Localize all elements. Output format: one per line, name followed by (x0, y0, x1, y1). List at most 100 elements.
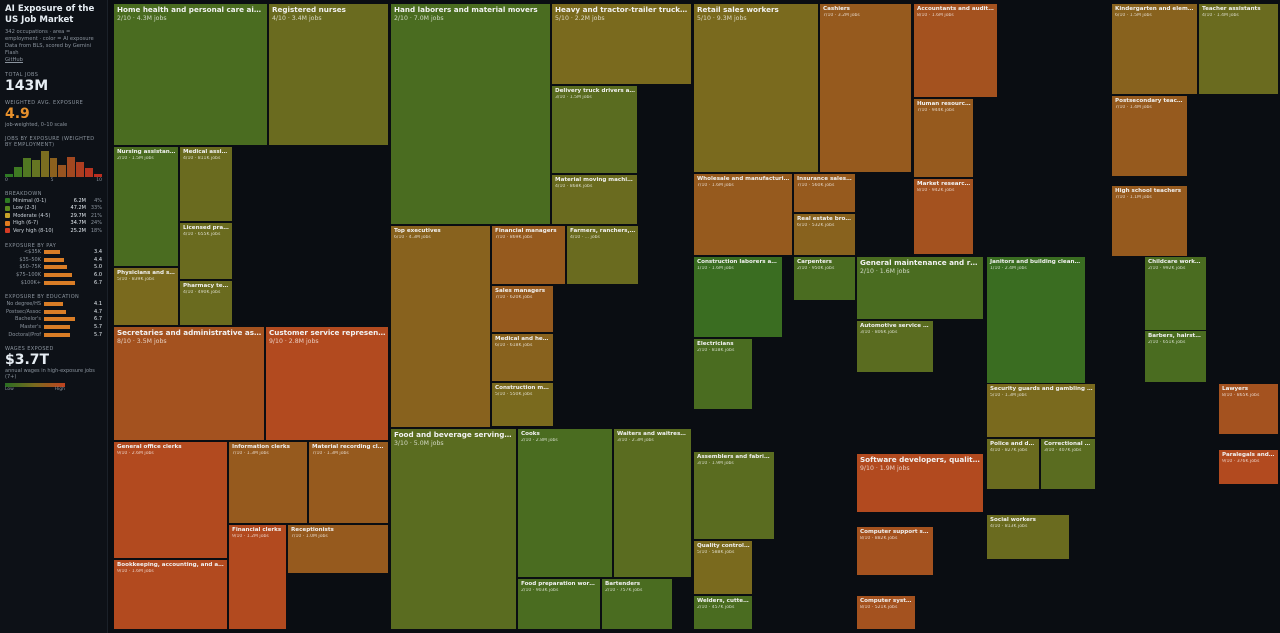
pay-row: $50–75K 5.0 (5, 264, 102, 272)
treemap-cell-meta: 4/10 · 813K jobs (990, 523, 1028, 529)
pay-bar-track (44, 250, 90, 255)
treemap-cell[interactable]: Janitors and building cleaners 1/10 · 2.4… (986, 256, 1086, 391)
treemap-cell[interactable]: Pharmacy technicians4/10 · 490K jobs (179, 280, 233, 326)
pay-bar-track (44, 280, 90, 285)
treemap-cell[interactable]: Kindergarten and elementary school teach… (1111, 3, 1198, 95)
treemap-cell[interactable]: Hand laborers and material movers 2/10 · … (390, 3, 551, 225)
breakdown-swatch (5, 228, 10, 234)
treemap-cell-meta: 7/10 · 620K jobs (495, 294, 533, 300)
treemap-cell[interactable]: High school teachers 7/10 · 1.1M jobs (1111, 185, 1188, 257)
breakdown-pct: 33% (90, 205, 102, 212)
treemap-cell[interactable]: Sales managers 7/10 · 620K jobs (491, 285, 554, 333)
treemap-cell-meta: 7/10 · 1.1M jobs (1115, 194, 1152, 200)
treemap-cell[interactable]: Delivery truck drivers and driver/sales … (551, 85, 638, 174)
treemap-cell[interactable]: Material moving machine operators4/10 · … (551, 174, 638, 225)
treemap-cell[interactable]: Real estate brokers and sales agents6/10… (793, 213, 856, 256)
treemap-cell[interactable]: Computer support specialists8/10 · 882K … (856, 526, 934, 576)
treemap-cell[interactable]: Construction managers5/10 · 550K jobs (491, 382, 554, 427)
treemap-cell-name: Information clerks (232, 444, 290, 450)
treemap-cell-name: Human resources specialists (917, 101, 973, 107)
treemap-cell[interactable]: Quality control inspectors5/10 · 588K jo… (693, 540, 753, 595)
treemap-cell[interactable]: Retail sales workers 5/10 · 9.3M jobs (693, 3, 819, 173)
total-jobs-value: 143M (5, 78, 49, 94)
treemap-cell[interactable]: Secretaries and administrative assistant… (113, 326, 265, 441)
treemap-cell[interactable]: Medical and health services managers6/10… (491, 333, 554, 382)
edu-value: 4.1 (94, 301, 102, 308)
treemap-cell[interactable]: Financial managers 7/10 · 869K jobs (491, 225, 566, 285)
treemap-cell[interactable]: Cooks 2/10 · 2.8M jobs (517, 428, 613, 578)
treemap-cell[interactable]: Material recording clerks 7/10 · 1.3M job… (308, 441, 389, 524)
color-legend-labels: Low High (5, 387, 65, 392)
treemap-cell[interactable]: Bartenders 2/10 · 757K jobs (601, 578, 673, 630)
treemap-cell[interactable]: Licensed practical and licensed vocation… (179, 222, 233, 280)
treemap-cell[interactable]: Electricians 2/10 · 818K jobs (693, 338, 753, 410)
treemap-cell-meta: 2/10 · 757K jobs (605, 587, 643, 593)
treemap-cell-meta: 4/10 · 1.4M jobs (1202, 12, 1239, 18)
treemap-cell-meta: 8/10 · 521K jobs (860, 604, 898, 610)
treemap-cell[interactable]: Home health and personal care aides 2/10 … (113, 3, 268, 146)
treemap-cell[interactable]: Customer service representatives9/10 · 2… (265, 326, 389, 441)
treemap-cell[interactable]: Insurance sales agents7/10 · 560K jobs (793, 173, 856, 213)
treemap-cell[interactable]: Automotive service technicians and mecha… (856, 320, 934, 373)
treemap-cell-meta: 2/10 · 903K jobs (521, 587, 559, 593)
treemap-cell-name: Childcare workers (1148, 259, 1205, 265)
treemap-cell[interactable]: Human resources specialists7/10 · 944K j… (913, 98, 974, 178)
pay-row: $35–50K 4.4 (5, 256, 102, 264)
treemap-cell[interactable]: General office clerks 9/10 · 2.6M jobs (113, 441, 228, 559)
treemap-cell[interactable]: Teacher assistants 4/10 · 1.4M jobs (1198, 3, 1279, 95)
breakdown-pct: 21% (90, 212, 102, 219)
treemap-cell[interactable]: Carpenters 2/10 · 950K jobs (793, 256, 856, 301)
edu-label: Master's (19, 324, 41, 331)
treemap-cell[interactable]: Paralegals and legal assistants9/10 · 37… (1218, 449, 1279, 485)
treemap-cell[interactable]: Heavy and tractor-trailer truck drivers5… (551, 3, 692, 85)
treemap-cell[interactable]: Computer systems analysts8/10 · 521K job… (856, 595, 916, 630)
treemap-cell[interactable]: Market research analysts8/10 · 942K jobs (913, 178, 974, 255)
treemap-cell[interactable]: Food and beverage serving and related wo… (390, 428, 517, 630)
treemap-cell[interactable]: Physicians and surgeons5/10 · 839K jobs (113, 267, 179, 326)
treemap-cell[interactable]: Receptionists 7/10 · 1.0M jobs (287, 524, 389, 574)
breakdown-swatch (5, 213, 10, 219)
histogram-bar (76, 161, 85, 177)
treemap-cell-name: Wholesale and manufacturing sales repres… (697, 176, 792, 182)
treemap-cell-name: Registered nurses (272, 5, 346, 14)
pay-value: 3.4 (94, 249, 102, 256)
treemap-cell[interactable]: Construction laborers and helpers1/10 · … (693, 256, 783, 338)
treemap-cell[interactable]: Postsecondary teachers 7/10 · 1.4M jobs (1111, 95, 1188, 177)
treemap-cell-meta: 2/10 · 651K jobs (1148, 339, 1186, 345)
treemap-cell[interactable]: Police and detectives4/10 · 827K jobs (986, 438, 1040, 490)
treemap-cell[interactable]: Lawyers 8/10 · 865K jobs (1218, 383, 1279, 435)
treemap-cell[interactable]: Correctional officers3/10 · 407K jobs (1040, 438, 1096, 490)
treemap-cell[interactable]: Welders, cutters, solderers, and brazers… (693, 595, 753, 630)
treemap-cell-name: Hand laborers and material movers (394, 5, 538, 14)
treemap-cell[interactable]: Wholesale and manufacturing sales repres… (693, 173, 793, 256)
treemap-cell[interactable]: Social workers 4/10 · 813K jobs (986, 514, 1070, 560)
breakdown-label: Low (2-3) (13, 205, 37, 212)
treemap-cell[interactable]: Barbers, hairstylists, and cosmetologist… (1144, 330, 1207, 383)
treemap-cell[interactable]: Registered nurses 4/10 · 3.4M jobs (268, 3, 389, 146)
treemap-cell[interactable]: Nursing assistants and orderlies2/10 · 1… (113, 146, 179, 267)
pay-bar (44, 280, 75, 285)
treemap-cell[interactable]: Information clerks 7/10 · 1.3M jobs (228, 441, 308, 524)
edu-bar (44, 317, 75, 322)
treemap-cell[interactable]: General maintenance and repair workers2/… (856, 256, 984, 320)
treemap-cell[interactable]: Top executives 6/10 · 4.3M jobs (390, 225, 491, 428)
treemap-cell[interactable]: Software developers, quality assurance a… (856, 453, 984, 513)
data-source: Data from BLS, scored by Gemini Flash (5, 43, 92, 56)
treemap-cell-name: Kindergarten and elementary school teach… (1115, 6, 1197, 12)
treemap-cell[interactable]: Food preparation workers 2/10 · 903K jobs (517, 578, 601, 630)
treemap-cell[interactable]: Cashiers 7/10 · 3.2M jobs (819, 3, 912, 173)
treemap-cell-name: Retail sales workers (697, 5, 779, 14)
treemap-cell[interactable]: Financial clerks 9/10 · 1.2M jobs (228, 524, 287, 630)
treemap-cell[interactable]: Waiters and waitresses 3/10 · 2.3M jobs (613, 428, 692, 578)
breakdown-row: High (6-7) 34.7M 24% (5, 220, 102, 228)
treemap-cell-meta: 7/10 · 1.3M jobs (312, 450, 349, 456)
treemap-cell[interactable]: Farmers, ranchers, and other agricultura… (566, 225, 639, 285)
treemap-cell[interactable]: Accountants and auditors 8/10 · 1.6M jobs (913, 3, 998, 98)
treemap: Home health and personal care aides 2/10 … (113, 3, 1279, 630)
treemap-cell[interactable]: Security guards and gambling surveillanc… (986, 383, 1096, 438)
treemap-cell[interactable]: Assemblers and fabricators3/10 · 1.9M jo… (693, 451, 775, 540)
github-link[interactable]: GitHub (5, 57, 23, 63)
treemap-cell-meta: 6/10 · 532K jobs (797, 222, 835, 228)
treemap-cell[interactable]: Bookkeeping, accounting, and auditing cl… (113, 559, 228, 630)
